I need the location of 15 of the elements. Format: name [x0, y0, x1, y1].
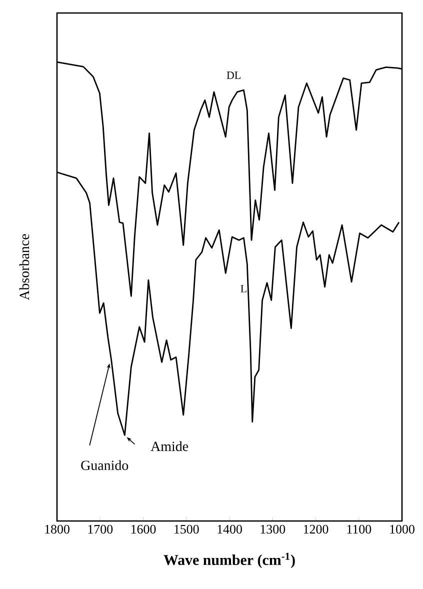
x-tick-label: 1000 [390, 524, 414, 534]
x-tick-label: 1800 [45, 524, 70, 534]
x-tick-label: 1600 [131, 524, 156, 534]
x-tick-label: 1300 [260, 524, 286, 534]
y-axis-title: Absorbance [19, 234, 30, 300]
x-tick-label: 1700 [88, 524, 113, 534]
x-tick-label: 1400 [218, 524, 242, 534]
text: Wave number (cm$^{-1}$) [164, 552, 295, 568]
x-tick-label: 1200 [304, 524, 328, 534]
series-label: L [240, 285, 246, 292]
series-label: DL [226, 72, 240, 79]
annotation: Guanido [81, 460, 128, 470]
x-tick-label: 1500 [174, 524, 199, 534]
annotation: Amide [150, 441, 188, 452]
x-tick-label: 1100 [347, 524, 372, 534]
